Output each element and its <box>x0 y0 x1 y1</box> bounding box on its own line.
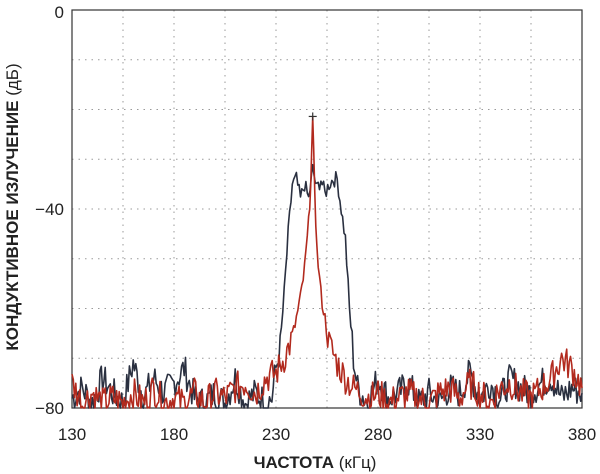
peak-marker-layer <box>308 112 317 121</box>
x-axis-title: ЧАСТОТА (кГц) <box>254 453 377 472</box>
x-tick-label: 130 <box>58 425 86 444</box>
plot-frame <box>71 9 583 409</box>
series-line-1 <box>71 163 583 409</box>
y-tick-label: −40 <box>35 200 64 219</box>
x-tick-label: 380 <box>568 425 596 444</box>
y-tick-label: −80 <box>35 399 64 418</box>
x-tick-labels: 130 180 230 280 330 380 <box>58 425 596 444</box>
series-line-2 <box>71 116 583 409</box>
y-tick-labels: 0 −40 −80 <box>35 3 64 418</box>
y-axis-title: КОНДУКТИВНОЕ ИЗЛУЧЕНИЕ (дБ) <box>3 63 22 350</box>
x-tick-label: 180 <box>160 425 188 444</box>
x-tick-label: 280 <box>364 425 392 444</box>
peak-marker <box>308 112 317 121</box>
y-axis-title-unit: (дБ) <box>3 63 22 95</box>
x-tick-label: 230 <box>262 425 290 444</box>
y-axis-title-main: КОНДУКТИВНОЕ ИЗЛУЧЕНИЕ <box>3 101 22 351</box>
x-axis-title-unit: (кГц) <box>339 453 377 472</box>
x-axis-title-main: ЧАСТОТА <box>254 453 334 472</box>
grid-lines <box>72 10 582 408</box>
x-tick-label: 330 <box>466 425 494 444</box>
series-layer <box>71 116 583 409</box>
y-tick-label: 0 <box>55 3 64 22</box>
